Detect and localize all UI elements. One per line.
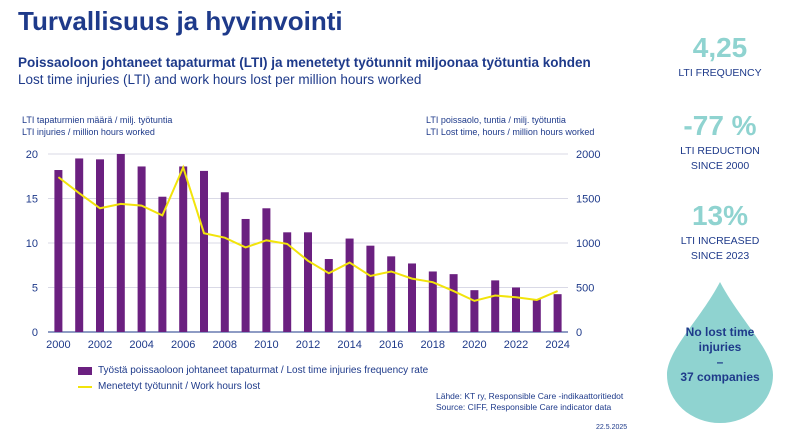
- work-hours-lost-line: [57, 164, 558, 302]
- bar-2013: [324, 259, 333, 332]
- drop-icon: [667, 282, 773, 423]
- kpi-lti-reduction: -77 % LTI REDUCTION SINCE 2000: [650, 110, 790, 174]
- right-axis-label-fi: LTI poissaolo, tuntia / milj. työtuntia: [426, 115, 566, 125]
- bar-2011: [283, 232, 292, 332]
- legend-line-swatch: [78, 385, 92, 388]
- source-note: Lähde: KT ry, Responsible Care -indikaat…: [436, 391, 623, 413]
- page-title: Turvallisuus ja hyvinvointi: [18, 6, 343, 36]
- bar-2023: [532, 299, 541, 332]
- y-left-tick-label: 0: [32, 327, 38, 339]
- bar-2021: [491, 280, 500, 332]
- chart-subtitle-en: Lost time injuries (LTI) and work hours …: [18, 72, 422, 87]
- x-tick-label: 2006: [171, 339, 195, 351]
- lti-chart: 0 5 10 15 20 0 500 1000 1500 2000 2000 2002 2004 2006…: [26, 149, 601, 351]
- bar-2008: [220, 192, 229, 332]
- bar-2016: [387, 256, 396, 332]
- kpi-label-2: SINCE 2023: [690, 250, 750, 262]
- bar-2000: [54, 170, 63, 332]
- left-axis-label-en: LTI injuries / million hours worked: [22, 127, 155, 137]
- bar-2005: [158, 196, 167, 332]
- bar-2006: [179, 166, 188, 332]
- kpi-value: -77 %: [683, 110, 757, 141]
- bar-2012: [304, 232, 312, 332]
- bar-2010: [262, 208, 271, 332]
- x-tick-label: 2008: [213, 339, 237, 351]
- y-right-tick-label: 2000: [576, 149, 600, 161]
- kpi-label: LTI REDUCTION: [680, 145, 760, 157]
- x-tick-label: 2010: [254, 339, 278, 351]
- y-right-tick-label: 500: [576, 283, 594, 295]
- bar-2022: [512, 287, 520, 332]
- bar-2003: [116, 154, 125, 332]
- bar-2024: [553, 294, 562, 332]
- y-right-tick-label: 0: [576, 327, 582, 339]
- legend-bar-swatch: [78, 366, 92, 375]
- y-right-tick-label: 1000: [576, 238, 600, 250]
- drop-line-3: –: [716, 355, 724, 369]
- kpi-label: LTI FREQUENCY: [678, 67, 762, 79]
- date-label: 22.5.2025: [596, 424, 628, 431]
- kpi-lti-increased: 13% LTI INCREASED SINCE 2023: [650, 200, 790, 264]
- drop-line-4: 37 companies: [680, 370, 760, 384]
- drop-line-1: No lost time: [685, 325, 755, 339]
- bar-2001: [75, 158, 84, 332]
- bar-2015: [366, 245, 375, 332]
- x-tick-label: 2012: [296, 339, 320, 351]
- drop-text: No lost time injuries – 37 companies: [670, 325, 770, 385]
- source-note-en: Source: CIFF, Responsible Care indicator…: [436, 402, 612, 412]
- kpi-value: 4,25: [692, 32, 748, 63]
- y-left-tick-label: 10: [26, 238, 38, 250]
- x-tick-label: 2004: [129, 339, 153, 351]
- kpi-label-2: SINCE 2000: [690, 160, 750, 172]
- x-tick-label: 2014: [337, 339, 361, 351]
- left-axis-label: LTI tapaturmien määrä / milj. työtuntia …: [22, 114, 172, 138]
- bar-2009: [241, 218, 250, 332]
- source-note-fi: Lähde: KT ry, Responsible Care -indikaat…: [436, 391, 624, 401]
- x-tick-label: 2024: [545, 339, 569, 351]
- x-tick-label: 2002: [88, 339, 112, 351]
- y-left-tick-label: 5: [32, 283, 38, 295]
- bar-2002: [96, 159, 104, 332]
- bar-2019: [449, 274, 458, 332]
- x-tick-label: 2020: [462, 339, 486, 351]
- legend-line-label: Menetetyt työtunnit / Work hours lost: [98, 381, 261, 392]
- chart-subtitle-fi: Poissaoloon johtaneet tapaturmat (LTI) j…: [18, 55, 591, 70]
- bar-2018: [428, 271, 437, 332]
- x-tick-label: 2000: [46, 339, 70, 351]
- x-tick-label: 2016: [379, 339, 403, 351]
- legend-bar: Työstä poissaoloon johtaneet tapaturmat …: [78, 365, 428, 376]
- bar-2014: [345, 238, 354, 332]
- bar-2004: [137, 166, 146, 332]
- y-right-tick-label: 1500: [576, 194, 600, 206]
- legend-bar-label: Työstä poissaoloon johtaneet tapaturmat …: [98, 365, 429, 376]
- y-left-tick-label: 20: [26, 149, 38, 161]
- bar-2020: [470, 290, 479, 332]
- y-left-tick-label: 15: [26, 194, 38, 206]
- drop-line-2: injuries: [698, 340, 742, 354]
- bar-2017: [408, 263, 416, 332]
- legend-line: Menetetyt työtunnit / Work hours lost: [78, 381, 260, 392]
- kpi-label: LTI INCREASED: [680, 235, 760, 247]
- kpi-lti-frequency: 4,25 LTI FREQUENCY: [650, 32, 790, 81]
- right-axis-label-en: LTI Lost time, hours / million hours wor…: [426, 127, 595, 137]
- bar-2007: [200, 170, 208, 332]
- left-axis-label-fi: LTI tapaturmien määrä / milj. työtuntia: [22, 115, 173, 125]
- x-tick-label: 2018: [421, 339, 445, 351]
- kpi-value: 13%: [691, 200, 749, 231]
- right-axis-label: LTI poissaolo, tuntia / milj. työtuntia …: [426, 114, 594, 138]
- x-tick-label: 2022: [504, 339, 528, 351]
